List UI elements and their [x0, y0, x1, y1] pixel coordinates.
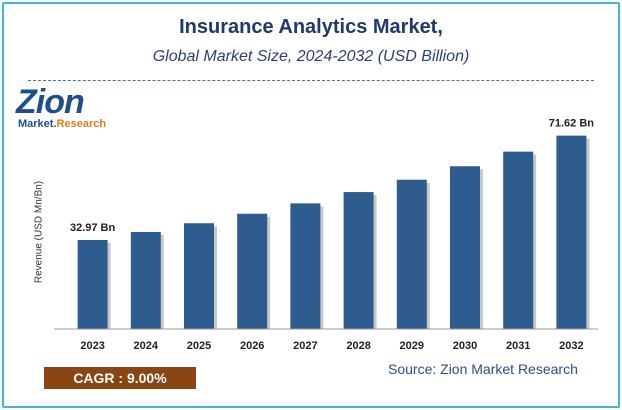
- bar-2032: [556, 135, 587, 329]
- x-tick-2032: 2032: [559, 340, 583, 352]
- logo-sub-accent: Research: [56, 118, 107, 130]
- data-label-2023: 32.97 Bn: [70, 222, 116, 234]
- bar-2028: [343, 192, 374, 329]
- chart-subtitle: Global Market Size, 2024-2032 (USD Billi…: [152, 48, 470, 65]
- cagr-badge: CAGR : 9.00%: [44, 367, 196, 389]
- logo-wordmark: Zion: [16, 83, 85, 121]
- x-tick-labels: 2023 2024 2025 2026 2027 2028 2029 2030 2031 2032: [80, 340, 583, 352]
- logo-subtitle: Market.Research: [18, 118, 106, 130]
- source-text: Source: Zion Market Research: [388, 361, 578, 377]
- bar-2024: [130, 231, 161, 329]
- bar-2027: [290, 203, 321, 329]
- x-tick-2024: 2024: [134, 340, 159, 352]
- bar-2031: [503, 151, 534, 329]
- bar-2030: [450, 166, 480, 329]
- chart-title: Insurance Analytics Market,: [179, 16, 443, 38]
- bar-2026: [237, 213, 268, 329]
- zion-logo: Zion Market.Research: [16, 85, 120, 137]
- logo-sub-prefix: Market.: [18, 118, 57, 130]
- bar-2023: [77, 239, 108, 329]
- bar-2025: [184, 223, 214, 329]
- x-tick-2025: 2025: [187, 340, 211, 352]
- x-tick-2031: 2031: [506, 340, 530, 352]
- x-tick-2026: 2026: [240, 340, 264, 352]
- data-label-2032: 71.62 Bn: [549, 118, 595, 130]
- data-labels: 32.97 Bn 71.62 Bn: [70, 118, 594, 234]
- bar-2029: [396, 179, 427, 329]
- x-tick-2029: 2029: [400, 340, 424, 352]
- x-tick-2028: 2028: [346, 340, 370, 352]
- x-tick-2027: 2027: [293, 340, 317, 352]
- x-tick-2030: 2030: [453, 340, 477, 352]
- x-tick-2023: 2023: [80, 340, 104, 352]
- bars-group: [77, 135, 590, 329]
- title-separator: [28, 80, 594, 81]
